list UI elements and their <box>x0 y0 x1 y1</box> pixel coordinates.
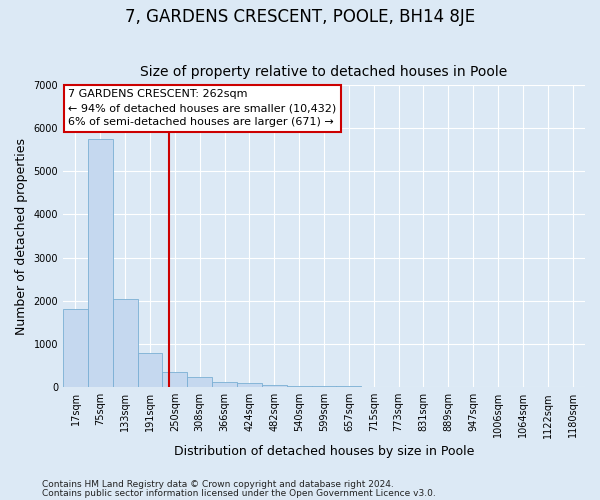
Bar <box>237 383 262 387</box>
Bar <box>113 298 137 387</box>
X-axis label: Distribution of detached houses by size in Poole: Distribution of detached houses by size … <box>174 444 474 458</box>
Text: 7 GARDENS CRESCENT: 262sqm
← 94% of detached houses are smaller (10,432)
6% of s: 7 GARDENS CRESCENT: 262sqm ← 94% of deta… <box>68 90 337 128</box>
Title: Size of property relative to detached houses in Poole: Size of property relative to detached ho… <box>140 66 508 80</box>
Bar <box>63 310 88 387</box>
Text: Contains public sector information licensed under the Open Government Licence v3: Contains public sector information licen… <box>42 488 436 498</box>
Bar <box>137 352 163 387</box>
Y-axis label: Number of detached properties: Number of detached properties <box>15 138 28 334</box>
Bar <box>212 382 237 387</box>
Bar <box>187 378 212 387</box>
Bar <box>311 386 337 387</box>
Text: 7, GARDENS CRESCENT, POOLE, BH14 8JE: 7, GARDENS CRESCENT, POOLE, BH14 8JE <box>125 8 475 26</box>
Text: Contains HM Land Registry data © Crown copyright and database right 2024.: Contains HM Land Registry data © Crown c… <box>42 480 394 489</box>
Bar <box>262 385 287 387</box>
Bar <box>287 386 311 387</box>
Bar <box>163 372 187 387</box>
Bar <box>337 386 361 387</box>
Bar <box>88 139 113 387</box>
